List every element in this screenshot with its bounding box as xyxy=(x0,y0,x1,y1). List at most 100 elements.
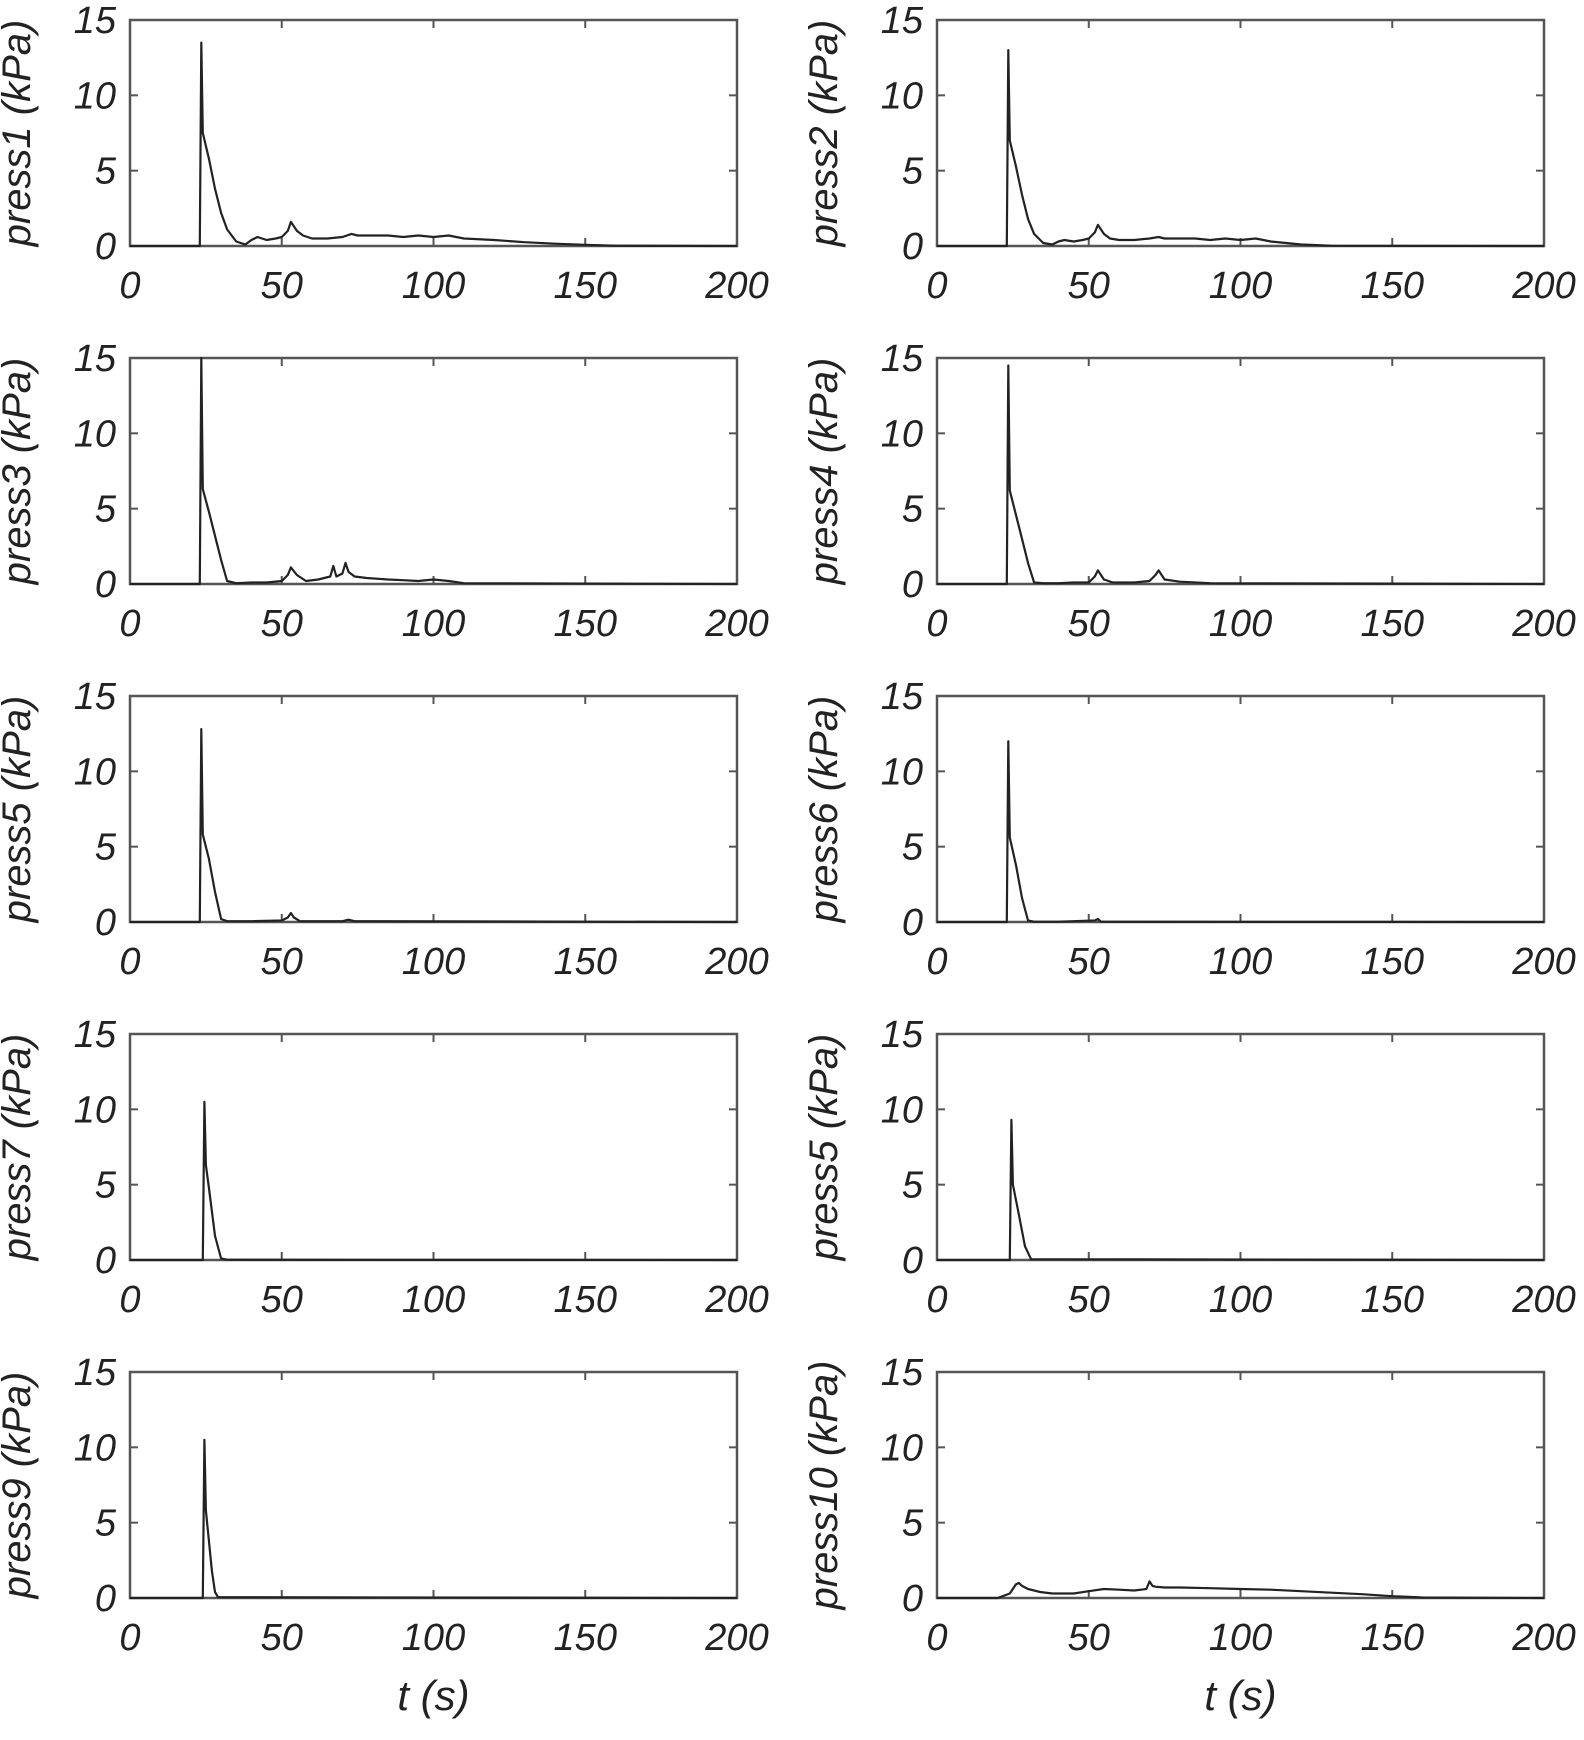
y-tick-label: 0 xyxy=(902,564,923,606)
axes-frame xyxy=(128,1370,739,1600)
x-tick-label: 100 xyxy=(1209,1617,1272,1659)
y-tick-label: 15 xyxy=(74,338,117,380)
x-tick-label: 0 xyxy=(119,603,140,645)
y-tick-label: 5 xyxy=(902,1165,924,1207)
subplot-8: 0 50 100 150 200 0 5 10 15 press5 (kPa) xyxy=(802,1014,1576,1321)
y-tick-label: 5 xyxy=(95,827,117,869)
y-tick-label: 10 xyxy=(881,75,923,117)
x-tick-label: 100 xyxy=(1209,941,1272,983)
y-axis-label: press2 (kPa) xyxy=(802,20,846,248)
x-tick-label: 200 xyxy=(1511,603,1575,645)
y-axis-label: press10 (kPa) xyxy=(802,1361,846,1611)
y-tick-label: 0 xyxy=(902,226,923,268)
y-tick-label: 5 xyxy=(902,151,924,193)
x-tick-label: 200 xyxy=(1511,1279,1575,1321)
x-tick-label: 150 xyxy=(1361,603,1424,645)
axes-frame xyxy=(128,1032,739,1262)
axes-frame xyxy=(128,18,739,248)
axes-frame xyxy=(935,1370,1546,1600)
x-tick-label: 50 xyxy=(1068,941,1110,983)
subplot-1: 0 50 100 150 200 0 5 10 15 press1 (kPa) xyxy=(0,0,769,307)
x-tick-label: 100 xyxy=(1209,265,1272,307)
x-tick-label: 0 xyxy=(926,1279,947,1321)
x-tick-label: 200 xyxy=(704,1617,768,1659)
y-tick-label: 0 xyxy=(95,1578,116,1620)
y-tick-label: 5 xyxy=(902,827,924,869)
subplot-10: 0 50 100 150 200 0 5 10 15 press10 (kPa) t (s) xyxy=(802,1352,1576,1719)
y-tick-label: 15 xyxy=(74,1352,117,1394)
y-tick-label: 5 xyxy=(95,489,117,531)
x-tick-label: 50 xyxy=(261,1279,303,1321)
x-tick-label: 150 xyxy=(554,603,617,645)
y-tick-label: 5 xyxy=(95,1165,117,1207)
axes-frame xyxy=(128,356,739,586)
x-tick-label: 50 xyxy=(261,941,303,983)
y-tick-label: 5 xyxy=(95,151,117,193)
x-tick-label: 100 xyxy=(402,603,465,645)
x-tick-label: 50 xyxy=(1068,265,1110,307)
x-tick-label: 200 xyxy=(1511,265,1575,307)
y-tick-label: 15 xyxy=(881,1352,924,1394)
series-line xyxy=(130,1100,738,1262)
y-tick-label: 15 xyxy=(881,0,924,42)
x-tick-label: 150 xyxy=(1361,1279,1424,1321)
x-tick-label: 200 xyxy=(704,941,768,983)
x-tick-label: 50 xyxy=(1068,1279,1110,1321)
x-tick-label: 200 xyxy=(704,1279,768,1321)
subplot-9: 0 50 100 150 200 0 5 10 15 press9 (kPa) t (s) xyxy=(0,1352,769,1719)
x-tick-label: 150 xyxy=(1361,265,1424,307)
y-tick-label: 15 xyxy=(881,338,924,380)
x-tick-label: 0 xyxy=(119,1279,140,1321)
y-axis-label: press9 (kPa) xyxy=(0,1372,39,1600)
subplot-2: 0 50 100 150 200 0 5 10 15 press2 (kPa) xyxy=(802,0,1576,307)
y-tick-label: 0 xyxy=(902,1240,923,1282)
y-axis-label: press3 (kPa) xyxy=(0,358,39,586)
series-line xyxy=(937,48,1545,248)
y-tick-label: 0 xyxy=(95,1240,116,1282)
axes-frame xyxy=(128,694,739,924)
x-tick-label: 150 xyxy=(1361,1617,1424,1659)
x-tick-label: 100 xyxy=(1209,603,1272,645)
y-tick-label: 15 xyxy=(881,1014,924,1056)
y-tick-label: 0 xyxy=(95,902,116,944)
y-tick-label: 10 xyxy=(74,1427,116,1469)
series-line xyxy=(937,364,1545,586)
y-tick-label: 0 xyxy=(95,564,116,606)
y-tick-label: 10 xyxy=(74,751,116,793)
x-axis-label: t (s) xyxy=(1204,1672,1276,1719)
y-tick-label: 15 xyxy=(74,1014,117,1056)
x-tick-label: 100 xyxy=(402,265,465,307)
y-tick-label: 0 xyxy=(902,1578,923,1620)
y-axis-label: press5 (kPa) xyxy=(802,1034,846,1262)
x-tick-label: 50 xyxy=(1068,603,1110,645)
y-axis-label: press4 (kPa) xyxy=(802,358,846,586)
x-tick-label: 0 xyxy=(926,603,947,645)
y-tick-label: 5 xyxy=(95,1503,117,1545)
y-tick-label: 0 xyxy=(95,226,116,268)
subplot-7: 0 50 100 150 200 0 5 10 15 press7 (kPa) xyxy=(0,1014,769,1321)
x-tick-label: 100 xyxy=(402,1617,465,1659)
x-tick-label: 50 xyxy=(261,1617,303,1659)
axes-frame xyxy=(935,356,1546,586)
y-axis-label: press5 (kPa) xyxy=(0,696,39,924)
x-tick-label: 200 xyxy=(1511,1617,1575,1659)
y-axis-label: press1 (kPa) xyxy=(0,20,39,248)
series-line xyxy=(130,356,738,586)
x-tick-label: 100 xyxy=(1209,1279,1272,1321)
subplot-4: 0 50 100 150 200 0 5 10 15 press4 (kPa) xyxy=(802,338,1576,645)
y-tick-label: 10 xyxy=(881,1427,923,1469)
x-tick-label: 100 xyxy=(402,1279,465,1321)
x-tick-label: 0 xyxy=(119,941,140,983)
x-tick-label: 50 xyxy=(1068,1617,1110,1659)
x-tick-label: 150 xyxy=(554,941,617,983)
y-tick-label: 10 xyxy=(74,413,116,455)
x-tick-label: 50 xyxy=(261,265,303,307)
y-axis-label: press6 (kPa) xyxy=(802,696,846,924)
y-tick-label: 15 xyxy=(881,676,924,718)
series-line xyxy=(937,1580,1545,1600)
series-line xyxy=(130,41,738,248)
subplot-3: 0 50 100 150 200 0 5 10 15 press3 (kPa) xyxy=(0,338,769,645)
x-tick-label: 0 xyxy=(926,265,947,307)
x-tick-label: 150 xyxy=(554,265,617,307)
